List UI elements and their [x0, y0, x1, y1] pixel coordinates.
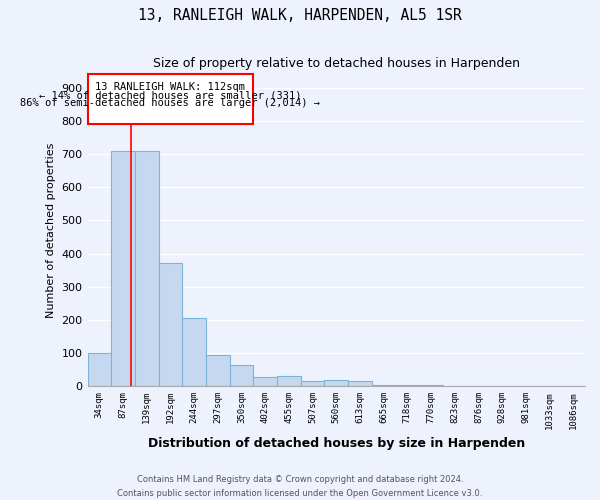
Bar [230, 364, 253, 386]
FancyBboxPatch shape [88, 74, 253, 124]
Text: ← 14% of detached houses are smaller (331): ← 14% of detached houses are smaller (33… [39, 90, 302, 100]
Bar [372, 384, 395, 386]
Bar [301, 381, 325, 386]
Title: Size of property relative to detached houses in Harpenden: Size of property relative to detached ho… [153, 58, 520, 70]
Text: 86% of semi-detached houses are larger (2,014) →: 86% of semi-detached houses are larger (… [20, 98, 320, 108]
Bar [348, 381, 372, 386]
Bar [88, 353, 111, 386]
Bar [111, 150, 135, 386]
Bar [395, 384, 419, 386]
Bar [206, 356, 230, 386]
Text: 13, RANLEIGH WALK, HARPENDEN, AL5 1SR: 13, RANLEIGH WALK, HARPENDEN, AL5 1SR [138, 8, 462, 22]
Bar [325, 380, 348, 386]
Text: 13 RANLEIGH WALK: 112sqm: 13 RANLEIGH WALK: 112sqm [95, 82, 245, 92]
Bar [277, 376, 301, 386]
Bar [419, 385, 443, 386]
Y-axis label: Number of detached properties: Number of detached properties [46, 142, 56, 318]
X-axis label: Distribution of detached houses by size in Harpenden: Distribution of detached houses by size … [148, 437, 525, 450]
Bar [135, 150, 158, 386]
Text: Contains HM Land Registry data © Crown copyright and database right 2024.
Contai: Contains HM Land Registry data © Crown c… [118, 476, 482, 498]
Bar [158, 264, 182, 386]
Bar [182, 318, 206, 386]
Bar [253, 377, 277, 386]
